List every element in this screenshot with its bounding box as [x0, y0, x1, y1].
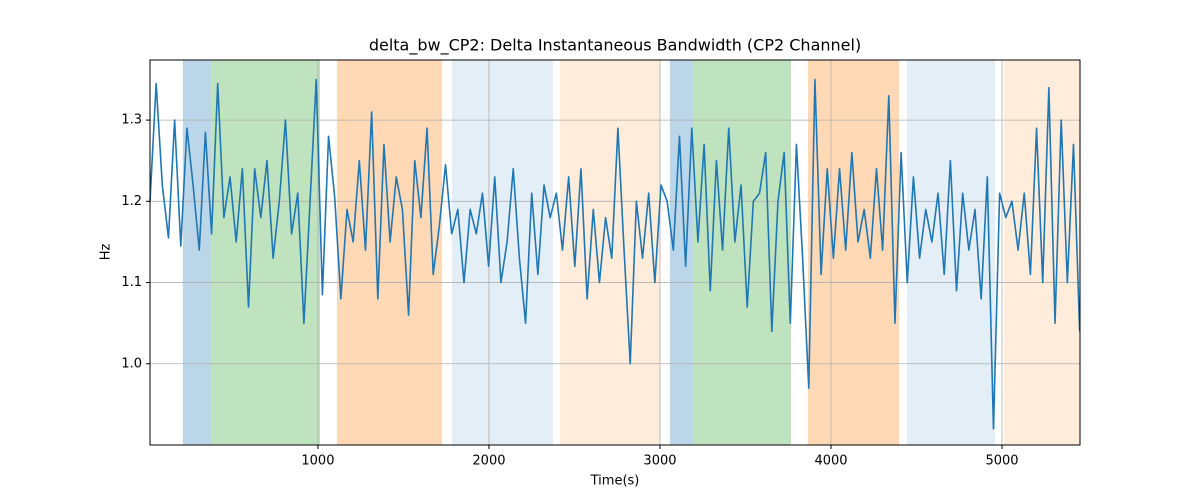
highlight-span — [669, 60, 693, 445]
highlight-span — [210, 60, 320, 445]
highlight-span — [906, 60, 996, 445]
highlight-span — [336, 60, 442, 445]
y-axis-label: Hz — [99, 244, 114, 261]
chart-title: delta_bw_CP2: Delta Instantaneous Bandwi… — [369, 36, 861, 56]
x-tick-label: 4000 — [814, 454, 847, 469]
x-tick-label: 5000 — [985, 454, 1018, 469]
y-tick-label: 1.3 — [121, 113, 142, 128]
highlight-span — [182, 60, 211, 445]
x-tick-label: 2000 — [472, 454, 505, 469]
spans — [182, 60, 1080, 445]
x-axis-label: Time(s) — [590, 474, 640, 489]
axes-frame — [149, 59, 1081, 446]
y-tick-label: 1.0 — [121, 356, 142, 371]
x-tick-label: 1000 — [301, 454, 334, 469]
data-line — [149, 78, 1081, 430]
x-tick-label: 3000 — [643, 454, 676, 469]
y-tick-label: 1.2 — [121, 194, 142, 209]
ticks: 1000 2000 3000 4000 5000 1.0 1.1 1.2 1.3 — [121, 113, 1018, 469]
y-tick-label: 1.1 — [121, 275, 142, 290]
plot — [149, 78, 1081, 430]
